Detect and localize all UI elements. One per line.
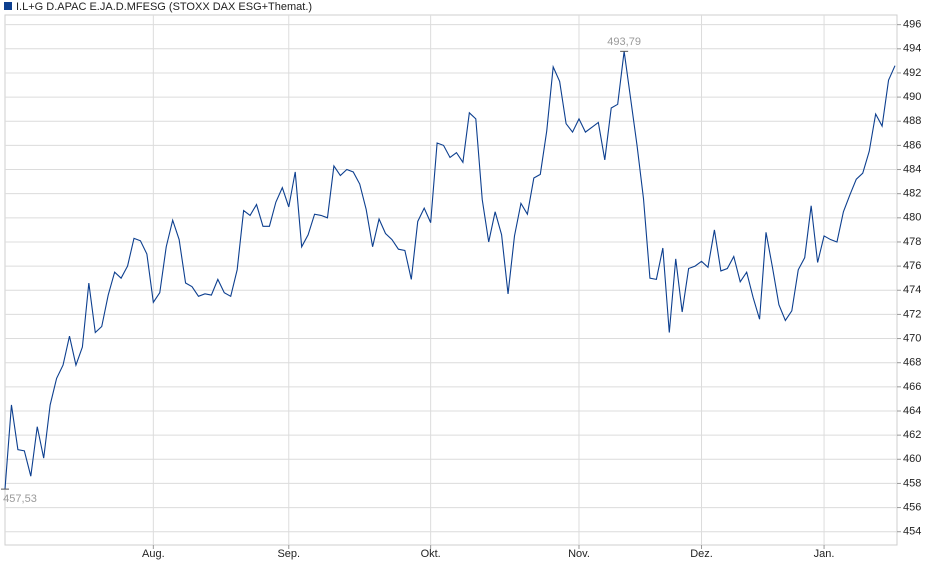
y-tick-label: 492 — [903, 67, 921, 79]
price-line — [4, 51, 896, 490]
y-tick-label: 466 — [903, 381, 921, 393]
y-tick-label: 478 — [903, 236, 921, 248]
y-tick-label: 458 — [903, 477, 921, 489]
y-tick-label: 488 — [903, 115, 921, 127]
y-tick-label: 486 — [903, 139, 921, 151]
y-tick-label: 482 — [903, 188, 921, 200]
y-tick-label: 496 — [903, 19, 921, 31]
y-tick-label: 470 — [903, 332, 921, 344]
x-tick-label: Dez. — [690, 548, 713, 560]
x-tick-label: Sep. — [277, 548, 300, 560]
legend-label: I.L+G D.APAC E.JA.D.MFESG (STOXX DAX ESG… — [16, 1, 312, 13]
x-tick-label: Jan. — [814, 548, 835, 560]
y-tick-label: 472 — [903, 308, 921, 320]
value-label: 493,79 — [607, 36, 641, 48]
y-tick-label: 464 — [903, 405, 921, 417]
x-tick-label: Okt. — [421, 548, 441, 560]
y-tick-label: 468 — [903, 357, 921, 369]
y-tick-label: 474 — [903, 284, 921, 296]
y-tick-label: 462 — [903, 429, 921, 441]
y-tick-label: 456 — [903, 501, 921, 513]
y-tick-label: 480 — [903, 212, 921, 224]
x-tick-label: Aug. — [142, 548, 165, 560]
y-tick-label: 454 — [903, 526, 921, 538]
y-tick-label: 460 — [903, 453, 921, 465]
y-tick-label: 484 — [903, 163, 921, 175]
y-tick-label: 476 — [903, 260, 921, 272]
plot-frame — [4, 14, 898, 546]
value-label: 457,53 — [3, 493, 37, 505]
legend-swatch — [4, 2, 12, 10]
x-tick-label: Nov. — [568, 548, 590, 560]
y-tick-label: 490 — [903, 91, 921, 103]
y-tick-label: 494 — [903, 43, 921, 55]
